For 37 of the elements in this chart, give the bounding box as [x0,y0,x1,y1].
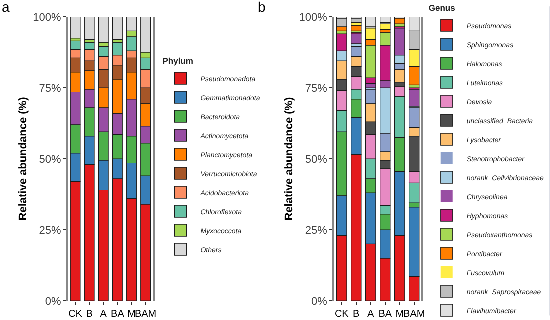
x-tick-label: A [100,309,108,320]
legend-title: Genus [428,3,456,14]
y-tick-label: 50% [39,154,62,166]
x-tick-label: BA [111,309,125,320]
legend-title: Phylum [162,56,194,66]
bar [351,18,362,23]
x-tick-label: CK [68,309,83,320]
x-tick-label: B [86,309,94,320]
y-tick-label: 75% [39,82,62,95]
bar [112,17,123,40]
x-tick-label: B [353,309,360,320]
x-tick-label: M [128,309,136,320]
y-axis-title: Relative abundance (%) [17,96,30,221]
y-tick-label: 100% [33,12,62,24]
bar [351,34,362,44]
chart-title: b [258,0,266,15]
chart-title: a [2,0,10,15]
bar [70,17,81,39]
x-tick-label: A [368,309,375,320]
x-tick-label: BAM [134,309,157,320]
y-tick-label: 50% [305,154,328,166]
y-tick-label: 0% [312,296,328,308]
bar [336,18,348,28]
y-tick-label: 75% [305,82,328,95]
x-tick-label: BAM [404,309,426,320]
y-tick-label: 25% [39,224,62,237]
y-axis-title: Relative abundance (%) [283,96,296,221]
y-tick-label: 25% [305,224,328,237]
bar [84,17,95,40]
x-tick-label: M [396,309,404,320]
x-tick-label: CK [334,309,350,320]
bar [394,18,406,24]
y-tick-label: 0% [45,296,62,308]
x-tick-label: BA [378,309,392,320]
y-tick-label: 100% [299,12,328,24]
bar [351,25,362,32]
bar [98,17,109,43]
